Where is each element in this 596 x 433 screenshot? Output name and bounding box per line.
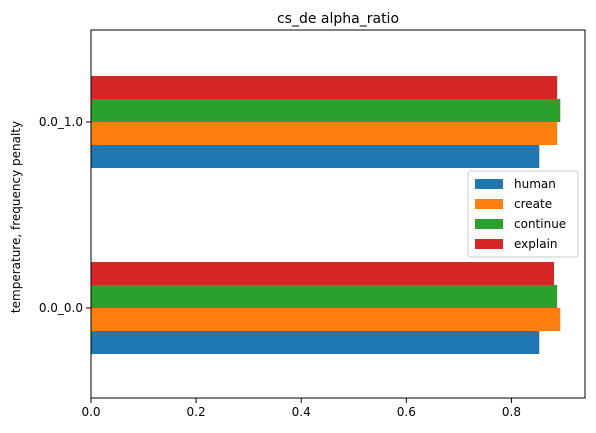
bar-human-0.0_1.0 <box>91 145 540 168</box>
legend-swatch-continue <box>475 219 503 229</box>
legend-swatch-create <box>475 199 503 209</box>
y-tick-label: 0.0_1.0 <box>39 115 83 129</box>
legend-label-explain: explain <box>514 237 558 251</box>
bar-continue-0.0_1.0 <box>91 99 561 122</box>
x-tick-label: 0.4 <box>292 405 311 419</box>
y-axis-label: temperature, frequency penalty <box>9 121 23 313</box>
bar-human-0.0_0.0 <box>91 331 540 354</box>
plot-frame <box>90 29 586 399</box>
legend-swatch-explain <box>475 239 503 249</box>
x-tick-label: 0.2 <box>187 405 206 419</box>
legend: human create continue explain <box>467 170 579 258</box>
y-tick-label: 0.0_0.0 <box>39 301 83 315</box>
x-tick-label: 0.6 <box>397 405 416 419</box>
bar-explain-0.0_1.0 <box>91 76 558 99</box>
chart-title: cs_de alpha_ratio <box>277 11 399 27</box>
x-tick-label: 0.8 <box>502 405 521 419</box>
bars-group <box>91 76 561 354</box>
legend-label-human: human <box>514 177 556 191</box>
legend-label-continue: continue <box>514 217 566 231</box>
axes-group: 0.0 0.2 0.4 0.6 0.8 0.0_0.0 0.0_1.0 <box>39 29 586 419</box>
bar-create-0.0_0.0 <box>91 308 561 331</box>
legend-frame <box>467 170 579 258</box>
legend-label-create: create <box>514 197 552 211</box>
bar-create-0.0_1.0 <box>91 122 558 145</box>
legend-swatch-human <box>475 179 503 189</box>
x-tick-label: 0.0 <box>81 405 100 419</box>
bar-explain-0.0_0.0 <box>91 262 554 285</box>
bar-continue-0.0_0.0 <box>91 285 558 308</box>
